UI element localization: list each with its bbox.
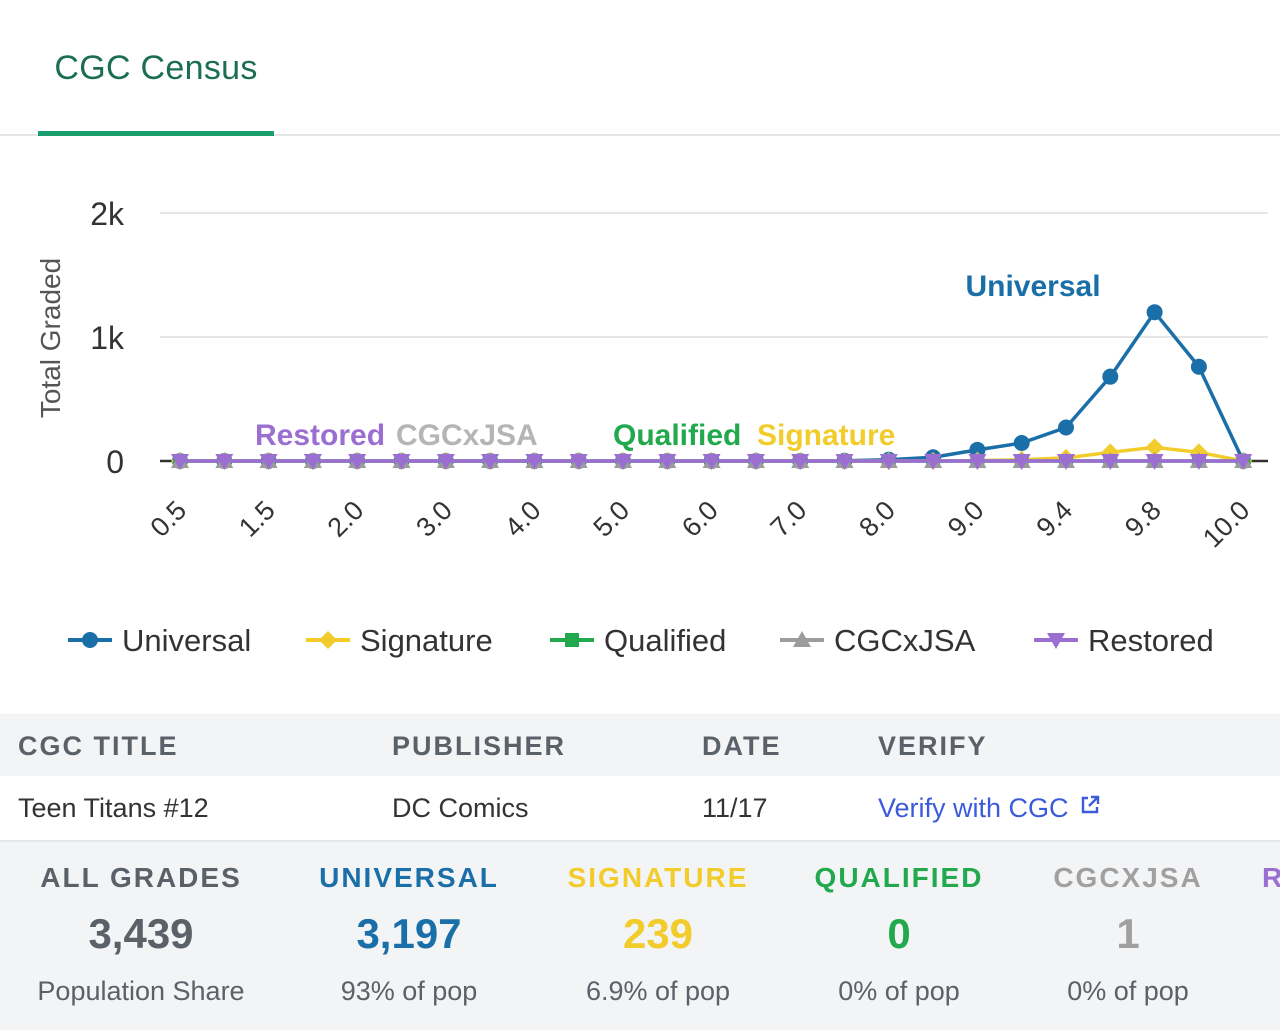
stat-sub: 6.9% of pop — [585, 976, 731, 1006]
x-tick-label: 1.5 — [233, 495, 281, 543]
cell-publisher: DC Comics — [392, 793, 529, 823]
x-tick-label: 2.0 — [322, 495, 370, 543]
legend-label: Signature — [360, 623, 493, 658]
y-axis-title: Total Graded — [35, 258, 66, 418]
cell-title: Teen Titans #12 — [18, 793, 209, 823]
data-point-restored — [968, 454, 987, 470]
census-chart: 0 1k 2k Total Graded 0.5 1.5 2.0 3.0 4.0 5.0 6.0 7.… — [35, 196, 1268, 658]
header-cgc-title: CGC TITLE — [18, 731, 179, 761]
external-link-icon[interactable] — [1079, 775, 1101, 839]
y-tick-label: 0 — [106, 444, 124, 480]
x-tick-label: 6.0 — [676, 495, 724, 543]
x-tick-label: 8.0 — [853, 495, 901, 543]
table-row: Teen Titans #12 DC Comics 11/17 Verify w… — [0, 776, 1280, 842]
x-tick-label: 10.0 — [1197, 495, 1255, 553]
legend-marker — [319, 631, 337, 649]
data-point-universal — [1146, 304, 1163, 321]
legend-label: CGCxJSA — [834, 623, 976, 658]
chart-annotation: CGCxJSA — [396, 419, 538, 452]
data-point-restored — [924, 454, 943, 470]
legend-marker — [793, 631, 811, 647]
cell-date: 11/17 — [702, 793, 768, 823]
verify-with-cgc-link[interactable]: Verify with CGC — [878, 793, 1069, 823]
legend-marker — [82, 632, 98, 648]
legend-marker — [565, 633, 579, 647]
data-point-restored — [658, 454, 677, 470]
chart-annotation: Universal — [965, 270, 1100, 303]
data-point-restored — [1101, 454, 1120, 470]
data-point-restored — [303, 454, 322, 470]
data-point-restored — [569, 454, 588, 470]
x-tick-label: 9.4 — [1030, 495, 1078, 543]
verify-cell: Verify with CGC — [878, 776, 1101, 840]
tab-cgc-census[interactable]: CGC Census — [54, 48, 258, 87]
legend-label: Universal — [122, 623, 251, 658]
legend-label: Qualified — [604, 623, 726, 658]
data-point-restored — [1234, 454, 1253, 470]
x-tick-label: 5.0 — [587, 495, 635, 543]
legend-label: Restored — [1088, 623, 1214, 658]
data-point-restored — [879, 454, 898, 470]
header-date: DATE — [702, 731, 782, 761]
x-tick-label: 4.0 — [499, 495, 547, 543]
table-header: CGC TITLE PUBLISHER DATE VERIFY — [0, 714, 1280, 779]
data-point-restored — [215, 454, 234, 470]
x-tick-label: 9.0 — [942, 495, 990, 543]
data-point-restored — [436, 454, 455, 470]
stat-sub: Population Share — [37, 976, 245, 1006]
chart-annotation: Restored — [255, 419, 385, 452]
stat-value: 1 — [1116, 910, 1140, 957]
stat-sub: 0% of pop — [1067, 976, 1189, 1006]
stat-sub: 0% of pop — [838, 976, 960, 1006]
header-verify: VERIFY — [878, 731, 988, 761]
stat-sub: 93% of pop — [340, 976, 478, 1006]
data-point-restored — [1012, 454, 1031, 470]
data-point-universal — [969, 441, 986, 458]
chart-annotation: Qualified — [613, 419, 741, 452]
active-tab-indicator — [38, 131, 274, 136]
data-point-restored — [791, 454, 810, 470]
chart-annotation: Signature — [757, 419, 895, 452]
data-point-universal — [1190, 358, 1207, 375]
data-point-universal — [1058, 419, 1074, 436]
population-stats: ALL GRADES 3,439 Population Share UNIVER… — [0, 842, 1280, 1030]
stat-value: 239 — [622, 910, 694, 957]
data-point-restored — [481, 454, 500, 470]
x-tick-label: 3.0 — [410, 495, 458, 543]
x-tick-label: 9.8 — [1119, 495, 1167, 543]
data-point-restored — [1057, 454, 1075, 470]
stat-label: CGCXJSA — [1053, 862, 1203, 893]
data-point-restored — [348, 454, 367, 470]
data-point-restored — [525, 454, 544, 470]
data-point-restored — [835, 454, 854, 470]
data-point-restored — [171, 454, 189, 470]
data-point-universal — [1013, 435, 1030, 452]
stat-value: 3,439 — [88, 910, 194, 957]
stat-label: R — [1262, 862, 1280, 893]
data-point-restored — [392, 454, 411, 470]
header-publisher: PUBLISHER — [392, 731, 567, 761]
stat-label: UNIVERSAL — [319, 862, 499, 893]
x-tick-label: 7.0 — [765, 495, 813, 543]
data-point-restored — [1145, 454, 1164, 470]
y-tick-label: 2k — [90, 196, 125, 232]
data-point-restored — [259, 454, 278, 470]
stat-value: 3,197 — [356, 910, 462, 957]
data-point-restored — [614, 454, 632, 470]
data-point-signature — [1145, 438, 1164, 457]
y-tick-label: 1k — [90, 320, 125, 356]
data-point-restored — [702, 454, 721, 470]
stat-value: 0 — [887, 910, 911, 957]
stat-label: SIGNATURE — [567, 862, 749, 893]
stat-label: QUALIFIED — [814, 862, 984, 893]
data-point-universal — [1102, 368, 1119, 385]
data-point-restored — [1189, 454, 1208, 470]
legend-marker — [1047, 633, 1065, 649]
x-tick-label: 0.5 — [144, 495, 192, 543]
stat-label: ALL GRADES — [40, 862, 242, 893]
tab-bar: CGC Census — [0, 0, 1280, 136]
data-point-restored — [746, 454, 765, 470]
